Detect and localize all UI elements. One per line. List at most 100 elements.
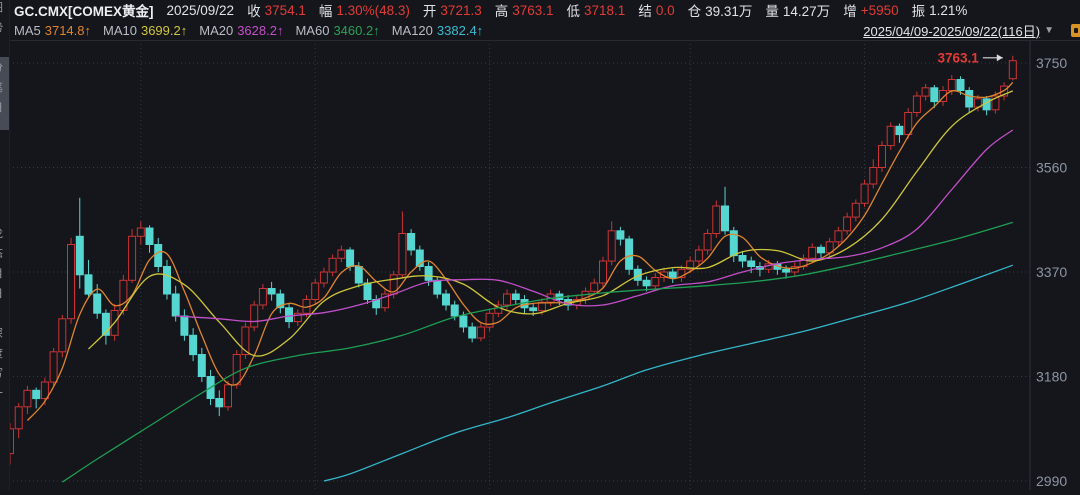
candle-body — [511, 293, 520, 300]
corner-lock-icon[interactable] — [1071, 24, 1080, 37]
candle-body — [328, 257, 337, 273]
candle-body — [599, 260, 607, 284]
date-range-label[interactable]: 2025/04/09-2025/09/22(116日) — [863, 23, 1041, 39]
candle-body — [912, 95, 921, 113]
candle-body — [84, 274, 93, 295]
left-toolbar-strip[interactable]: 图势分笔日··龙态目日深度写十 — [0, 0, 10, 490]
candle-body — [180, 315, 189, 336]
candle-body — [9, 428, 14, 455]
toolbar-glyph-fragment[interactable]: 度 — [0, 348, 8, 360]
candle-body — [23, 389, 32, 408]
ma-lines-layer — [26, 81, 1014, 483]
candle-body — [224, 384, 232, 408]
candle-body — [163, 266, 171, 295]
candle-body — [738, 255, 747, 262]
candle-body — [930, 87, 939, 103]
candle-body — [258, 288, 267, 306]
y-axis-label: 3370 — [1036, 264, 1067, 280]
candle-body — [843, 216, 852, 232]
toolbar-glyph-fragment[interactable]: 十 — [0, 388, 8, 400]
candle-body — [75, 235, 84, 276]
quote-field-4: 低 3718.1 — [566, 2, 626, 20]
candle-body — [285, 307, 293, 323]
candle-body — [415, 249, 424, 267]
candle-body — [607, 230, 616, 262]
toolbar-glyph-fragment[interactable]: 深 — [0, 328, 8, 340]
y-axis-label: 3750 — [1036, 55, 1067, 71]
quote-row: GC.CMX[COMEX黄金] 2025/09/22 收 3754.1 幅 1.30%… — [9, 0, 1080, 20]
ma-line-ma120 — [323, 264, 1014, 482]
candle-body — [668, 271, 677, 278]
candle-body — [49, 351, 58, 383]
candle-body — [381, 293, 389, 309]
toolbar-glyph-fragment[interactable]: · — [0, 150, 8, 162]
candle-body — [625, 238, 634, 270]
candle-body — [424, 266, 433, 281]
toolbar-glyph-fragment[interactable]: 态 — [0, 248, 8, 260]
candle-body — [32, 389, 41, 400]
header: GC.CMX[COMEX黄金] 2025/09/22 收 3754.1 幅 1.30%… — [9, 0, 1080, 41]
y-axis-label: 2990 — [1036, 473, 1067, 489]
candle-body — [851, 202, 860, 218]
kline-canvas[interactable]: 3750 3560 3370 3180 2990 3763.1 — [0, 40, 1080, 490]
quote-field-6: 仓 39.31万 — [687, 4, 753, 19]
candle-body — [956, 79, 965, 91]
toolbar-glyph-fragment[interactable]: 日 — [0, 102, 8, 114]
candle-body — [311, 282, 320, 300]
candle-body — [947, 79, 956, 91]
toolbar-highlight — [0, 57, 9, 130]
quote-field-1: 幅 1.30%(48.3) — [318, 2, 410, 20]
toolbar-glyph-fragment[interactable]: 龙 — [0, 228, 8, 240]
quote-fields: 收 3754.1 幅 1.30%(48.3) 开 3721.3 高 3763.1 低 3718.1… — [247, 0, 967, 20]
kline-chart[interactable]: 3750 3560 3370 3180 2990 3763.1 — [0, 40, 1080, 490]
candle-body — [337, 249, 346, 259]
candle-body — [703, 233, 712, 251]
candle-body — [782, 268, 791, 273]
candle-body — [694, 249, 703, 262]
candle-body — [145, 227, 154, 245]
quote-field-8: 增 +5950 — [843, 2, 899, 20]
candle-body — [398, 233, 407, 276]
candle-body — [215, 398, 224, 408]
candle-body — [101, 312, 110, 336]
toolbar-glyph-fragment[interactable]: 图 — [0, 2, 8, 14]
candle-body — [904, 112, 913, 135]
date-range-selector[interactable]: 2025/04/09-2025/09/22(116日) ▼ — [863, 20, 1054, 40]
toolbar-glyph-fragment[interactable]: · — [0, 170, 8, 182]
candle-body — [677, 268, 686, 279]
ma-legend-ma20: MA20 3628.2↑ — [199, 22, 284, 38]
toolbar-glyph-fragment[interactable]: 笔 — [0, 82, 8, 94]
y-axis-label: 3180 — [1036, 369, 1067, 385]
ma-legend: MA5 3714.8↑ MA10 3699.2↑ MA20 3628.2↑ MA60 3460… — [14, 23, 483, 38]
candle-body — [721, 205, 729, 232]
candle-body — [407, 233, 416, 251]
candle-body — [476, 326, 485, 339]
quote-field-3: 高 3763.1 — [494, 2, 554, 20]
toolbar-glyph-fragment[interactable]: 写 — [0, 368, 8, 380]
toolbar-glyph-fragment[interactable]: 目 — [0, 268, 8, 280]
candle-body — [1008, 60, 1017, 80]
toolbar-glyph-fragment[interactable]: 日 — [0, 288, 8, 300]
candle-body — [686, 260, 695, 270]
chevron-down-icon[interactable]: ▼ — [1044, 24, 1054, 36]
ma-line-ma20 — [175, 129, 1014, 323]
toolbar-glyph-fragment[interactable]: 势 — [0, 22, 8, 34]
ma-legend-ma5: MA5 3714.8↑ — [14, 22, 91, 38]
candle-body — [40, 381, 49, 399]
quote-field-5: 结 0.0 — [638, 2, 675, 20]
toolbar-glyph-fragment[interactable]: 分 — [0, 62, 8, 74]
symbol-title: GC.CMX[COMEX黄金] — [14, 4, 154, 19]
candle-body — [712, 205, 721, 234]
candle-body — [450, 304, 459, 317]
candle-body — [529, 307, 538, 312]
candle-body — [660, 271, 668, 278]
candle-body — [442, 293, 450, 306]
candle-body — [642, 279, 651, 287]
candle-body — [834, 230, 843, 243]
candle-body — [991, 95, 1000, 111]
candle-body — [895, 125, 904, 136]
candle-body — [241, 326, 250, 355]
candle-body — [878, 145, 886, 168]
ma-line-ma5 — [26, 81, 1014, 421]
